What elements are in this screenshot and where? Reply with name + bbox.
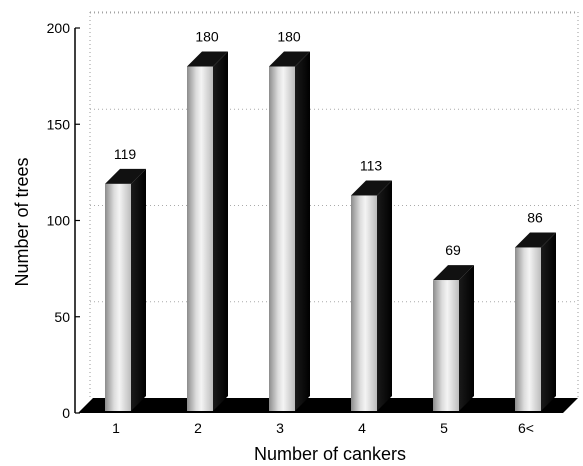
bar-top <box>351 180 392 196</box>
y-tick-label: 150 <box>47 116 71 132</box>
bar-side <box>459 265 474 411</box>
bar-front <box>269 66 295 411</box>
y-tick-label: 50 <box>54 309 70 325</box>
y-tick-label: 0 <box>62 405 70 421</box>
x-tick-label: 4 <box>358 420 366 436</box>
floor <box>78 398 578 413</box>
x-tick-label: 3 <box>276 420 284 436</box>
bars: 119 180 180 113 69 86 <box>105 29 556 411</box>
y-tick-label: 100 <box>47 213 71 229</box>
bar-top <box>187 51 228 67</box>
data-label: 119 <box>114 146 137 162</box>
bar-side <box>131 168 146 411</box>
data-label: 180 <box>195 29 219 45</box>
x-tick-label: 1 <box>112 420 120 436</box>
bar-side <box>541 232 556 411</box>
plot-frame <box>89 11 579 400</box>
data-label: 69 <box>445 242 461 258</box>
x-tick-label: 2 <box>194 420 202 436</box>
bar <box>105 168 146 411</box>
bar-front <box>433 280 459 411</box>
x-tick-label: 6< <box>518 420 534 436</box>
data-label: 86 <box>527 209 543 225</box>
bar-top <box>515 232 556 248</box>
y-ticks: 0 50 100 150 200 <box>47 20 80 421</box>
bar <box>433 265 474 411</box>
x-ticks: 1 2 3 4 5 6< <box>112 420 534 436</box>
bar <box>351 180 392 411</box>
bar-top <box>105 168 146 184</box>
bar-front <box>187 66 213 411</box>
bar-side <box>295 51 310 411</box>
bar-top <box>433 265 474 281</box>
bar-front <box>351 195 377 411</box>
y-tick-label: 200 <box>47 20 71 36</box>
x-axis-title: Number of cankers <box>254 444 406 464</box>
x-tick-label: 5 <box>440 420 448 436</box>
bar <box>515 232 556 411</box>
bar-side <box>213 51 228 411</box>
bar-top <box>269 51 310 67</box>
bar-side <box>377 180 392 411</box>
gridlines <box>90 12 578 303</box>
y-axis-title: Number of trees <box>12 157 32 286</box>
bar <box>187 51 228 411</box>
bar-front <box>515 247 541 411</box>
data-label: 180 <box>277 29 301 45</box>
bar <box>269 51 310 411</box>
bar-front <box>105 183 131 411</box>
data-label: 113 <box>360 157 383 173</box>
